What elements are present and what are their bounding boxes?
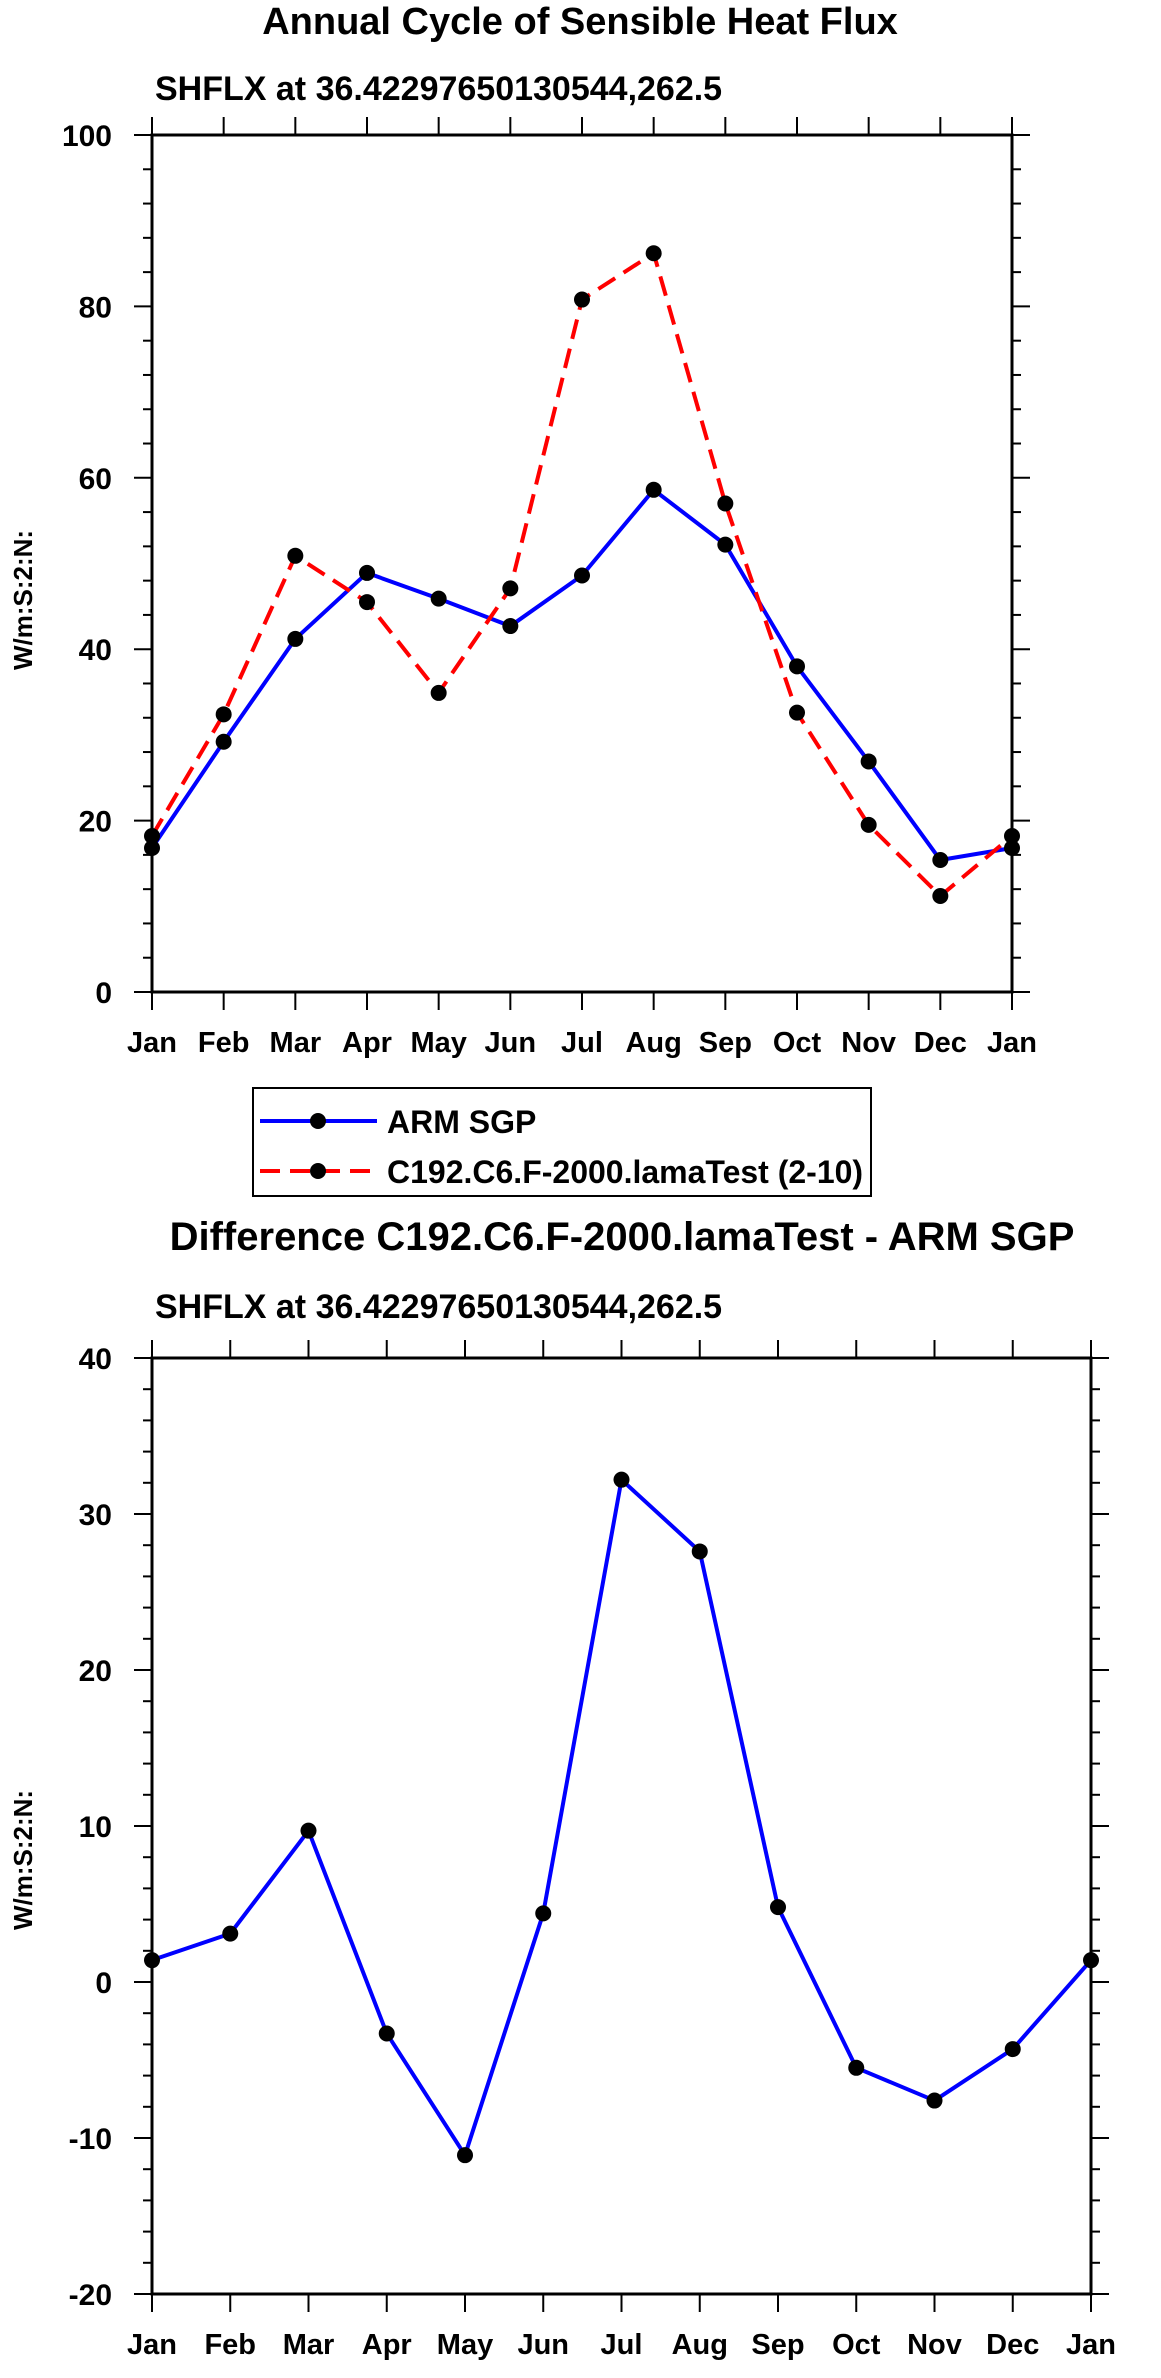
chart1-xtick-label: Feb <box>198 1027 250 1059</box>
chart2-xtick-label: Mar <box>283 2329 335 2361</box>
chart2-series-0-point <box>770 1899 786 1916</box>
chart1-series-1-point <box>430 684 447 701</box>
chart2-xtick-label: Nov <box>907 2329 962 2361</box>
chart1-subtitle: SHFLX at 36.42297650130544,262.5 <box>155 70 722 108</box>
chart1-series-1-point <box>789 704 805 721</box>
chart1-series-1-point <box>932 888 949 905</box>
chart1-legend: ARM SGP C192.C6.F-2000.lamaTest (2-10) <box>252 1087 872 1197</box>
chart1-series-0-point <box>287 630 304 647</box>
chart1-xtick-label: Jun <box>485 1027 537 1059</box>
chart1-series-0-point <box>932 852 949 869</box>
chart2-xtick-label: Jul <box>601 2329 643 2361</box>
chart1-xtick-label: Jul <box>561 1027 603 1059</box>
chart1-series-1-point <box>359 594 375 611</box>
chart1-xtick-label: Aug <box>625 1027 681 1059</box>
chart1-ytick-label: 0 <box>95 977 112 1010</box>
chart2-xtick-label: Aug <box>672 2329 728 2361</box>
chart2-series-0-point <box>535 1905 552 1922</box>
legend-frame <box>252 1087 872 1197</box>
chart1-series-1-point <box>144 828 160 845</box>
chart1-plot: 0 20 40 60 80 100 Jan Feb Mar Apr May Jun Jul Aug Sep O… <box>62 117 1037 1059</box>
chart1-series-0-point <box>215 733 232 750</box>
legend-label-model: C192.C6.F-2000.lamaTest (2-10) <box>387 1154 863 1190</box>
chart2-series-0-point <box>300 1822 317 1839</box>
chart1-series-0-point <box>717 536 734 553</box>
chart2-series-0-point <box>378 2025 395 2042</box>
chart1-series-1-point <box>860 816 877 833</box>
chart2-series-0-point <box>144 1952 160 1969</box>
chart1-xtick-label: Dec <box>914 1027 967 1059</box>
chart1-series-0-point <box>789 658 805 675</box>
chart1-ytick-label: 60 <box>79 463 112 496</box>
chart1-xtick-label: Nov <box>841 1027 896 1059</box>
chart1-title: Annual Cycle of Sensible Heat Flux <box>262 1 898 43</box>
chart2-xtick-label: Jun <box>517 2329 569 2361</box>
chart1-xtick-label: Jan <box>987 1027 1037 1059</box>
chart1-series-0-point <box>430 590 447 607</box>
chart1-series-1-point <box>287 547 304 564</box>
chart1-xtick-label: May <box>410 1027 466 1059</box>
chart1-series-1-point <box>502 580 519 597</box>
chart2-xtick-label: Sep <box>751 2329 804 2361</box>
chart2-xtick-label: Jan <box>1066 2329 1116 2361</box>
chart1-ytick-label: 40 <box>79 634 112 667</box>
chart1-series-1-point <box>215 706 232 723</box>
chart2-series-0-point <box>457 2147 473 2164</box>
chart2-series-0-point <box>222 1925 239 1942</box>
chart1-series-1-point <box>574 291 590 308</box>
legend-label-arm-sgp: ARM SGP <box>387 1104 536 1140</box>
chart2-frame <box>150 1356 1093 2296</box>
chart1-series-0-point <box>574 567 590 584</box>
chart1-series-1-point <box>1004 828 1020 845</box>
chart2-ytick-label: 40 <box>79 1343 112 1376</box>
chart1-ytick-label: 80 <box>79 291 112 324</box>
chart2-ytick-label: 10 <box>79 1811 112 1844</box>
chart2-series-0-point <box>848 2059 865 2076</box>
chart2-title: Difference C192.C6.F-2000.lamaTest - ARM… <box>170 1215 1075 1259</box>
chart2-xtick-label: May <box>437 2329 493 2361</box>
chart1-xtick-label: Oct <box>773 1027 822 1059</box>
chart1-series-0-point <box>144 840 160 857</box>
chart2-subtitle: SHFLX at 36.42297650130544,262.5 <box>155 1288 722 1326</box>
chart2-xtick-label: Oct <box>832 2329 881 2361</box>
chart2-ylabel: W/m:S:2:N: <box>8 1790 38 1930</box>
legend-marker-arm-sgp <box>310 1113 326 1129</box>
chart2-ytick-label: -20 <box>69 2279 112 2312</box>
chart1-series-line-0 <box>150 487 1013 863</box>
chart2-ytick-label: 30 <box>79 1499 112 1532</box>
chart2-plot: -20 -10 0 10 20 30 40 Jan Feb Mar Apr May Jun Jul Aug S… <box>69 1340 1116 2361</box>
chart1-xtick-label: Sep <box>699 1027 752 1059</box>
chart2-xtick-label: Dec <box>986 2329 1039 2361</box>
chart1-series-1-point <box>645 245 662 262</box>
chart2-series-0-point <box>691 1543 708 1560</box>
chart2-xtick-label: Jan <box>127 2329 177 2361</box>
chart1-series-1-point <box>717 495 734 512</box>
chart2-series-line-0 <box>151 1477 1093 2158</box>
chart1-series-0-point <box>860 753 877 770</box>
chart2-series-0-point <box>926 2092 943 2109</box>
chart1-xtick-label: Jan <box>127 1027 177 1059</box>
chart2-xtick-label: Feb <box>204 2329 256 2361</box>
chart2-series-0-point <box>1083 1952 1099 1969</box>
legend-marker-model <box>310 1163 326 1179</box>
chart1-ytick-label: 20 <box>79 806 112 839</box>
chart1-ylabel: W/m:S:2:N: <box>8 530 38 670</box>
chart1-series-0-point <box>1004 840 1020 857</box>
chart1-xtick-label: Mar <box>270 1027 322 1059</box>
chart1-ytick-label: 100 <box>62 120 112 153</box>
chart2-ytick-label: 0 <box>95 1967 112 2000</box>
chart1-series-0-point <box>645 481 662 498</box>
chart2-series-0-point <box>1004 2041 1021 2058</box>
chart2-series-0-point <box>613 1471 630 1488</box>
chart2-ytick-label: 20 <box>79 1655 112 1688</box>
chart1-series-0-point <box>359 564 375 581</box>
chart2-xtick-label: Apr <box>362 2329 412 2361</box>
chart1-series-0-point <box>502 618 519 635</box>
chart1-frame <box>150 133 1014 994</box>
chart1-xtick-label: Apr <box>342 1027 392 1059</box>
chart2-ytick-label: -10 <box>69 2123 112 2156</box>
